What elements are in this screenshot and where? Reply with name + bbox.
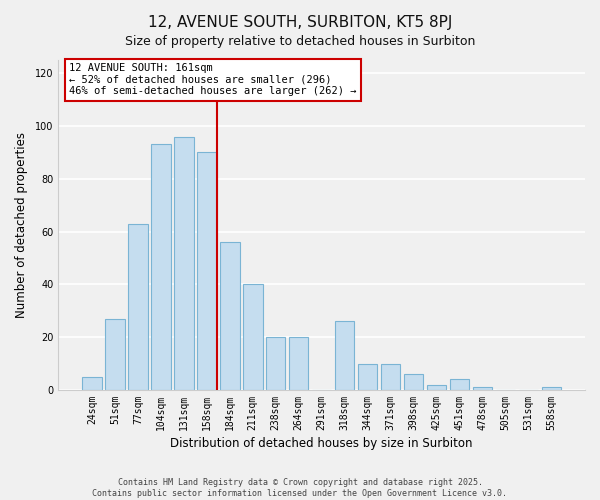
Bar bbox=[289, 337, 308, 390]
Bar bbox=[427, 384, 446, 390]
Text: Size of property relative to detached houses in Surbiton: Size of property relative to detached ho… bbox=[125, 35, 475, 48]
Text: 12 AVENUE SOUTH: 161sqm
← 52% of detached houses are smaller (296)
46% of semi-d: 12 AVENUE SOUTH: 161sqm ← 52% of detache… bbox=[69, 64, 356, 96]
Bar bbox=[174, 136, 194, 390]
Bar bbox=[335, 322, 355, 390]
Bar bbox=[542, 388, 561, 390]
Bar bbox=[82, 376, 102, 390]
Bar bbox=[243, 284, 263, 390]
X-axis label: Distribution of detached houses by size in Surbiton: Distribution of detached houses by size … bbox=[170, 437, 473, 450]
Bar bbox=[128, 224, 148, 390]
Bar bbox=[358, 364, 377, 390]
Text: 12, AVENUE SOUTH, SURBITON, KT5 8PJ: 12, AVENUE SOUTH, SURBITON, KT5 8PJ bbox=[148, 15, 452, 30]
Bar bbox=[381, 364, 400, 390]
Bar bbox=[449, 380, 469, 390]
Text: Contains HM Land Registry data © Crown copyright and database right 2025.
Contai: Contains HM Land Registry data © Crown c… bbox=[92, 478, 508, 498]
Bar bbox=[105, 318, 125, 390]
Y-axis label: Number of detached properties: Number of detached properties bbox=[15, 132, 28, 318]
Bar bbox=[404, 374, 423, 390]
Bar bbox=[266, 337, 286, 390]
Bar bbox=[151, 144, 170, 390]
Bar bbox=[220, 242, 239, 390]
Bar bbox=[473, 388, 492, 390]
Bar bbox=[197, 152, 217, 390]
